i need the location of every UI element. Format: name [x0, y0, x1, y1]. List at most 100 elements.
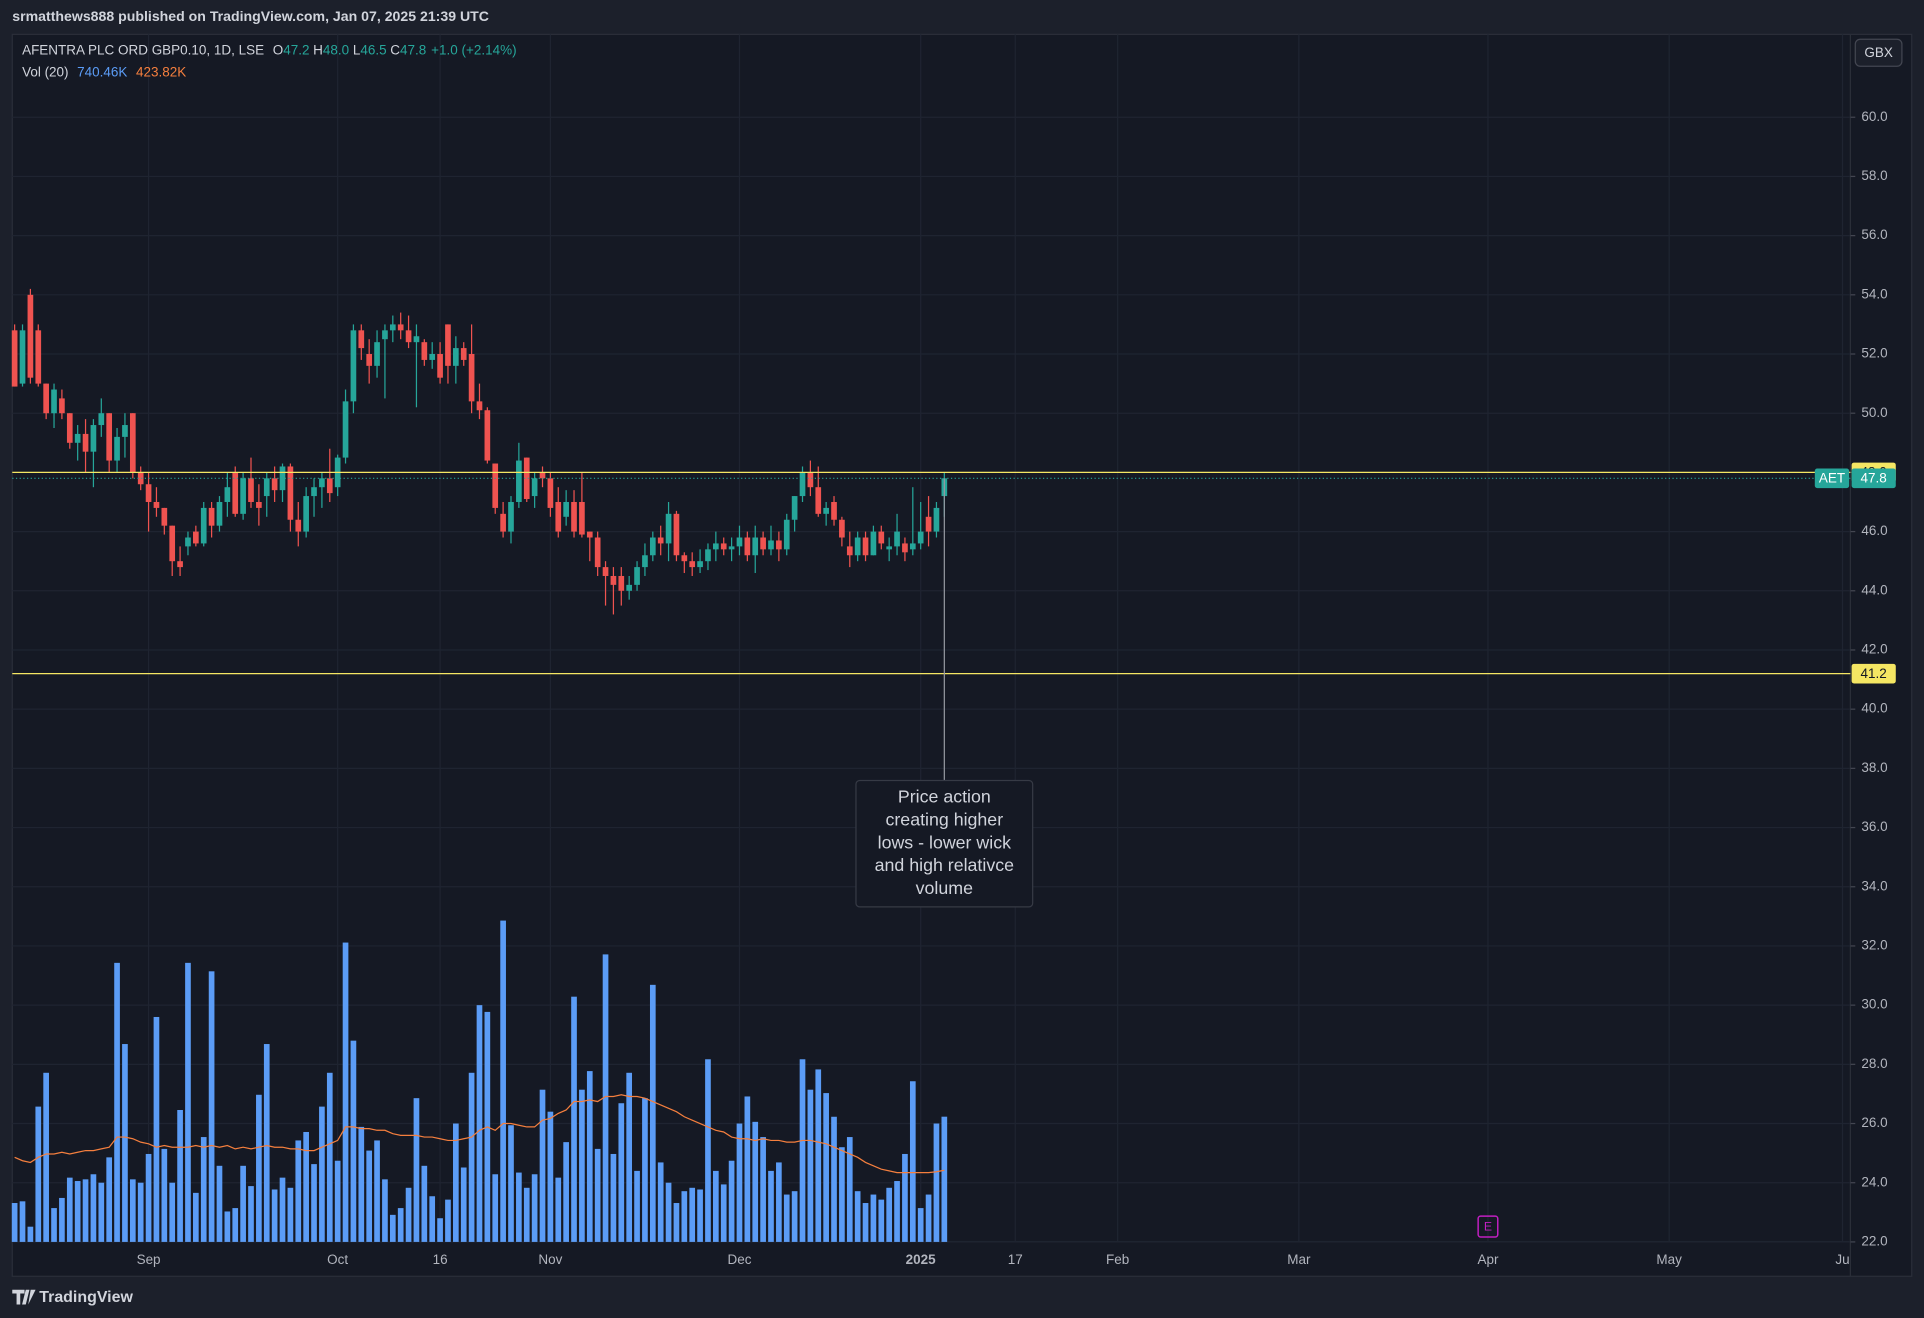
currency-label[interactable]: GBX — [1864, 45, 1892, 60]
volume-bar — [523, 1187, 530, 1242]
volume-bar — [941, 1116, 948, 1242]
candle-body — [720, 543, 727, 550]
candle-body — [846, 546, 853, 556]
candle-body — [429, 354, 436, 360]
y-tick-label: 42.0 — [1861, 642, 1887, 657]
volume-bar — [177, 1109, 183, 1242]
volume-bar — [342, 942, 349, 1242]
candle-body — [768, 540, 774, 550]
volume-bar — [547, 1111, 554, 1242]
volume-bar — [563, 1142, 569, 1242]
y-tick-label: 30.0 — [1861, 997, 1887, 1012]
annotation-text: volume — [916, 878, 973, 898]
volume-bar — [19, 1201, 26, 1242]
volume-bar — [516, 1172, 522, 1242]
volume-bar — [586, 1071, 593, 1242]
candle-body — [594, 537, 601, 568]
volume-bar — [200, 1137, 207, 1242]
volume-bar — [634, 1170, 640, 1242]
volume-bar — [389, 1214, 396, 1242]
symbol-legend: AFENTRA PLC ORD GBP0.10, 1D, LSE O47.2 H48… — [22, 42, 517, 57]
legend-value: 46.5 — [360, 42, 386, 57]
earnings-marker — [1477, 1215, 1499, 1238]
candle-body — [74, 433, 81, 443]
volume-bar — [98, 1182, 105, 1242]
volume-bar — [894, 1181, 900, 1242]
candle-body — [665, 513, 672, 544]
y-tick-label: 32.0 — [1861, 938, 1887, 953]
symbol-label: AET — [1819, 470, 1845, 485]
volume-bar — [839, 1147, 845, 1242]
candle-body — [728, 546, 735, 550]
candle-body — [523, 457, 530, 500]
candle-body — [713, 543, 719, 550]
candle-body — [476, 401, 483, 411]
candle-body — [634, 567, 640, 585]
candle-body — [106, 413, 113, 461]
candle-body — [208, 507, 215, 526]
volume-bar — [720, 1184, 727, 1242]
volume-bar — [421, 1165, 428, 1242]
candle-body — [248, 478, 254, 502]
candle-body — [145, 484, 152, 502]
volume-bar — [82, 1179, 89, 1242]
volume-bar — [153, 1016, 160, 1242]
volume-bar — [43, 1072, 49, 1242]
legend-value: 48.0 — [323, 42, 349, 57]
candle-body — [153, 501, 160, 508]
volume-bar — [397, 1208, 404, 1242]
volume-bar — [870, 1194, 877, 1242]
candle-body — [279, 466, 286, 491]
currency-button[interactable] — [1854, 38, 1903, 67]
candle-body — [129, 413, 136, 473]
volume-bar — [886, 1187, 893, 1242]
volume-bar — [208, 971, 215, 1242]
symbol-title: AFENTRA PLC ORD GBP0.10, 1D, LSE — [22, 42, 264, 57]
volume-bar — [106, 1157, 113, 1242]
candle-body — [342, 401, 349, 458]
annotation-text: and high relativce — [875, 855, 1014, 875]
candle-body — [657, 537, 664, 544]
candle-body — [460, 348, 467, 360]
annotation-text: creating higher — [886, 809, 1004, 829]
brand-name: TradingView — [39, 1289, 133, 1306]
volume-bar — [287, 1187, 294, 1242]
candle-body — [555, 501, 562, 532]
volume-bar — [129, 1179, 136, 1242]
candle-body — [51, 389, 57, 414]
volume-bar — [295, 1140, 302, 1242]
volume-bar — [437, 1218, 443, 1242]
y-tick-label: 52.0 — [1861, 346, 1887, 361]
volume-bar — [74, 1181, 81, 1242]
volume-bar — [508, 1125, 514, 1242]
candle-body — [287, 466, 294, 520]
candle-body — [610, 575, 617, 585]
x-tick-label: Feb — [1106, 1252, 1129, 1267]
volume-bar — [271, 1189, 278, 1242]
publisher: srmatthews888 published on TradingView.c… — [12, 8, 489, 24]
candle-body — [216, 501, 223, 526]
candle-body — [909, 543, 916, 550]
volume-bar — [476, 1005, 483, 1242]
candle-body — [618, 575, 625, 591]
candle-body — [705, 549, 711, 562]
candle-body — [917, 531, 924, 544]
legend-key: O — [273, 42, 283, 57]
volume-bar — [815, 1069, 822, 1242]
candle-body — [405, 330, 412, 343]
volume-bar — [878, 1199, 885, 1242]
volume-bar — [326, 1072, 333, 1242]
candle-body — [539, 472, 546, 479]
y-tick-label: 46.0 — [1861, 523, 1887, 538]
volume-bar — [697, 1189, 703, 1242]
volume-bar — [358, 1126, 365, 1242]
y-tick-label: 60.0 — [1861, 109, 1887, 124]
earnings-label: E — [1484, 1219, 1492, 1233]
candle-body — [382, 330, 388, 340]
volume-bar — [145, 1153, 152, 1242]
volume-bar — [413, 1098, 420, 1242]
symbol-tag — [1814, 468, 1850, 489]
candle-body — [43, 383, 49, 414]
legend-key: H — [313, 42, 323, 57]
candle-body — [98, 413, 105, 426]
